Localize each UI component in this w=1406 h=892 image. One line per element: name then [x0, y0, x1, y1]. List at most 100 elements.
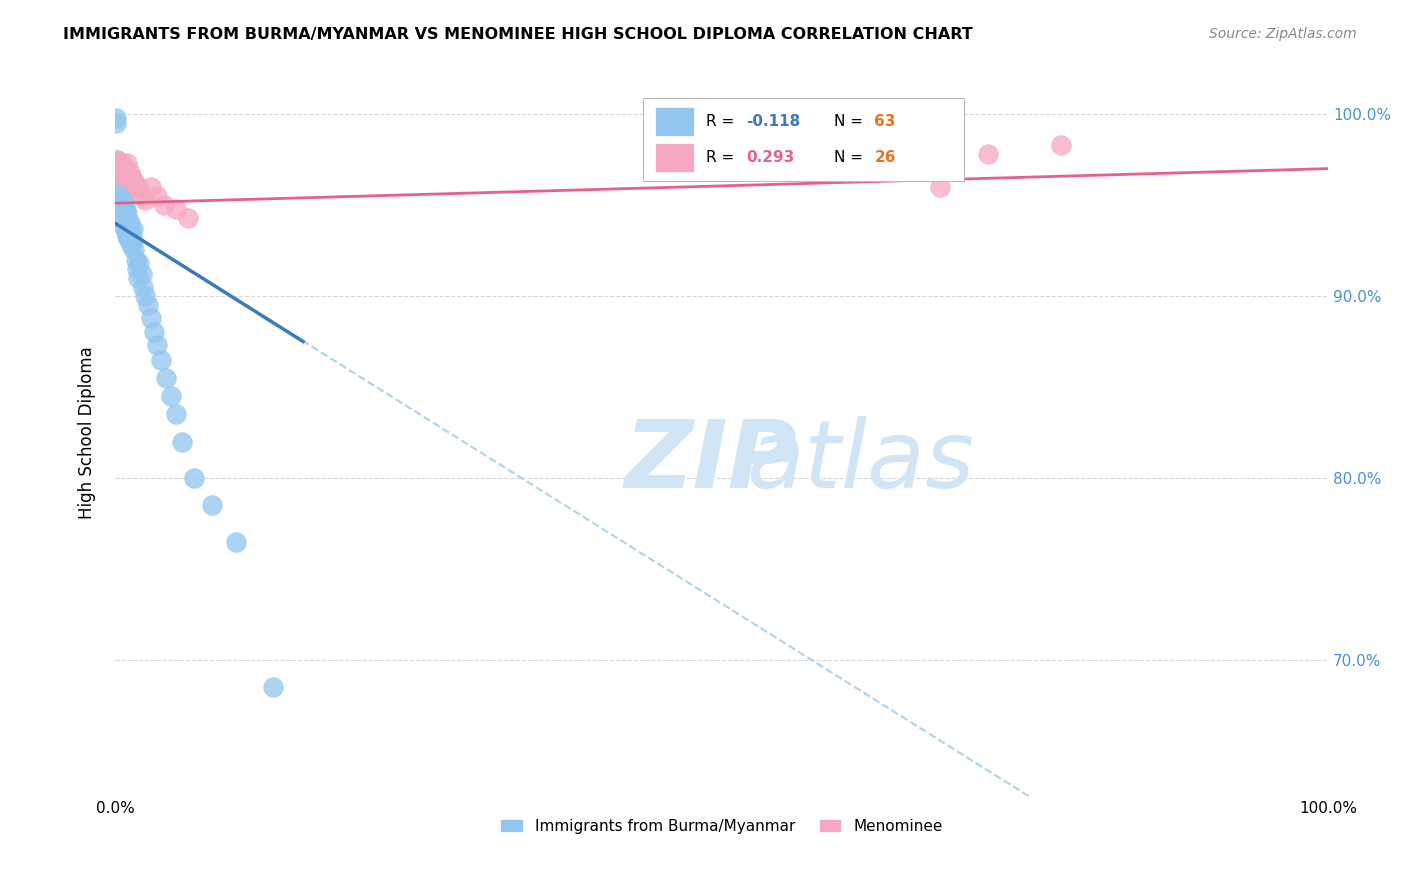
Point	[112, 189, 135, 203]
Point	[146, 338, 169, 352]
Point	[128, 179, 150, 194]
Point	[122, 235, 145, 249]
Y-axis label: High School Diploma: High School Diploma	[79, 346, 96, 519]
Point	[128, 256, 150, 270]
Point	[121, 170, 143, 185]
Point	[115, 216, 138, 230]
Text: ZIP: ZIP	[624, 416, 797, 508]
Point	[107, 156, 129, 170]
FancyBboxPatch shape	[655, 144, 693, 172]
Point	[110, 186, 132, 200]
Point	[115, 212, 138, 227]
Point	[111, 184, 134, 198]
Point	[118, 229, 141, 244]
Point	[107, 179, 129, 194]
Point	[114, 194, 136, 209]
Point	[115, 202, 138, 216]
Point	[225, 534, 247, 549]
FancyBboxPatch shape	[643, 97, 965, 181]
Point	[115, 229, 138, 244]
Point	[177, 211, 200, 225]
Point	[110, 165, 132, 179]
Point	[114, 205, 136, 219]
Point	[125, 179, 148, 194]
Point	[108, 165, 131, 179]
Point	[120, 225, 142, 239]
Text: Source: ZipAtlas.com: Source: ZipAtlas.com	[1209, 27, 1357, 41]
Point	[112, 170, 135, 185]
Point	[120, 238, 142, 252]
Point	[131, 267, 153, 281]
Point	[107, 153, 129, 167]
Point	[201, 498, 224, 512]
Point	[111, 202, 134, 216]
Point	[124, 174, 146, 188]
Point	[108, 170, 131, 185]
Point	[108, 189, 131, 203]
Point	[114, 161, 136, 176]
Point	[115, 207, 138, 221]
Point	[121, 235, 143, 249]
Text: IMMIGRANTS FROM BURMA/MYANMAR VS MENOMINEE HIGH SCHOOL DIPLOMA CORRELATION CHART: IMMIGRANTS FROM BURMA/MYANMAR VS MENOMIN…	[63, 27, 973, 42]
Point	[152, 198, 174, 212]
Text: R =: R =	[706, 151, 740, 165]
Point	[117, 219, 139, 234]
Point	[107, 165, 129, 179]
Point	[107, 176, 129, 190]
Text: -0.118: -0.118	[745, 113, 800, 128]
Point	[117, 231, 139, 245]
Point	[107, 161, 129, 176]
Text: 63: 63	[875, 113, 896, 128]
Text: N =: N =	[834, 113, 869, 128]
Point	[155, 371, 177, 385]
Point	[262, 680, 284, 694]
Point	[107, 153, 129, 167]
Point	[107, 165, 129, 179]
Point	[108, 179, 131, 194]
Point	[142, 326, 165, 340]
Point	[110, 194, 132, 209]
Point	[183, 471, 205, 485]
Text: 26: 26	[875, 151, 896, 165]
Point	[118, 216, 141, 230]
Point	[141, 179, 163, 194]
Legend: Immigrants from Burma/Myanmar, Menominee: Immigrants from Burma/Myanmar, Menominee	[494, 813, 949, 839]
Point	[118, 165, 141, 179]
Point	[159, 389, 181, 403]
Point	[107, 186, 129, 200]
Point	[134, 289, 156, 303]
Point	[115, 225, 138, 239]
Point	[170, 434, 193, 449]
Point	[112, 198, 135, 212]
Point	[165, 407, 187, 421]
Text: N =: N =	[834, 151, 869, 165]
Text: 0.293: 0.293	[745, 151, 794, 165]
Point	[112, 219, 135, 234]
Point	[141, 310, 163, 325]
Point	[111, 156, 134, 170]
Point	[165, 202, 187, 216]
Point	[114, 216, 136, 230]
Point	[105, 116, 128, 130]
Point	[124, 244, 146, 258]
Point	[134, 193, 156, 207]
Point	[132, 280, 155, 294]
Point	[105, 111, 128, 125]
Point	[136, 298, 159, 312]
Point	[125, 261, 148, 276]
Point	[127, 270, 149, 285]
Point	[111, 193, 134, 207]
Point	[880, 147, 903, 161]
Point	[146, 189, 169, 203]
Point	[977, 147, 1000, 161]
Point	[110, 176, 132, 190]
Point	[1050, 137, 1073, 152]
Point	[929, 179, 952, 194]
Point	[122, 221, 145, 235]
Point	[111, 211, 134, 225]
Point	[831, 111, 853, 125]
Point	[131, 189, 153, 203]
Text: atlas: atlas	[745, 416, 974, 507]
Point	[112, 207, 135, 221]
Point	[734, 111, 756, 125]
